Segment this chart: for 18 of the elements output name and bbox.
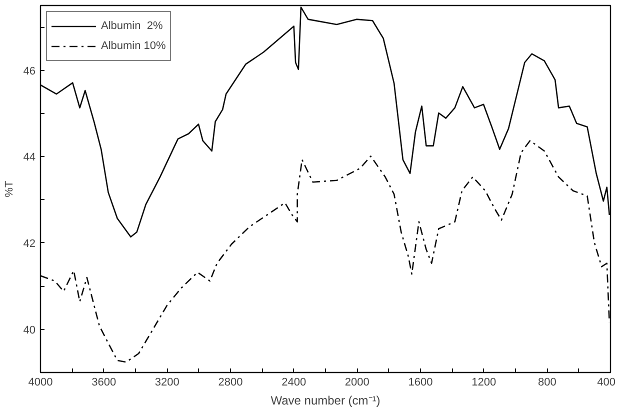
x-tick-label: 1600 xyxy=(408,376,433,388)
y-tick-label: 46 xyxy=(23,65,36,78)
x-tick-label: 800 xyxy=(538,376,556,388)
x-axis-title: Wave number (cm⁻¹) xyxy=(270,394,380,408)
x-tick-label: 2800 xyxy=(218,376,243,388)
x-tick-label: 2000 xyxy=(344,376,370,388)
x-tick-label: 1200 xyxy=(472,376,496,388)
legend-label: Albumin 10% xyxy=(101,40,166,52)
y-tick-label: 42 xyxy=(23,238,36,250)
legend-label: Albumin 2% xyxy=(101,20,163,32)
x-tick-label: 4000 xyxy=(28,376,53,388)
x-tick-label: 3600 xyxy=(92,376,116,388)
x-tick-label: 3200 xyxy=(154,376,180,388)
x-tick-label: 2400 xyxy=(282,376,306,388)
y-axis-title: %T xyxy=(3,180,16,198)
y-tick-label: 40 xyxy=(23,324,36,336)
y-tick-label: 44 xyxy=(23,152,36,164)
x-tick-label: 400 xyxy=(597,376,616,388)
